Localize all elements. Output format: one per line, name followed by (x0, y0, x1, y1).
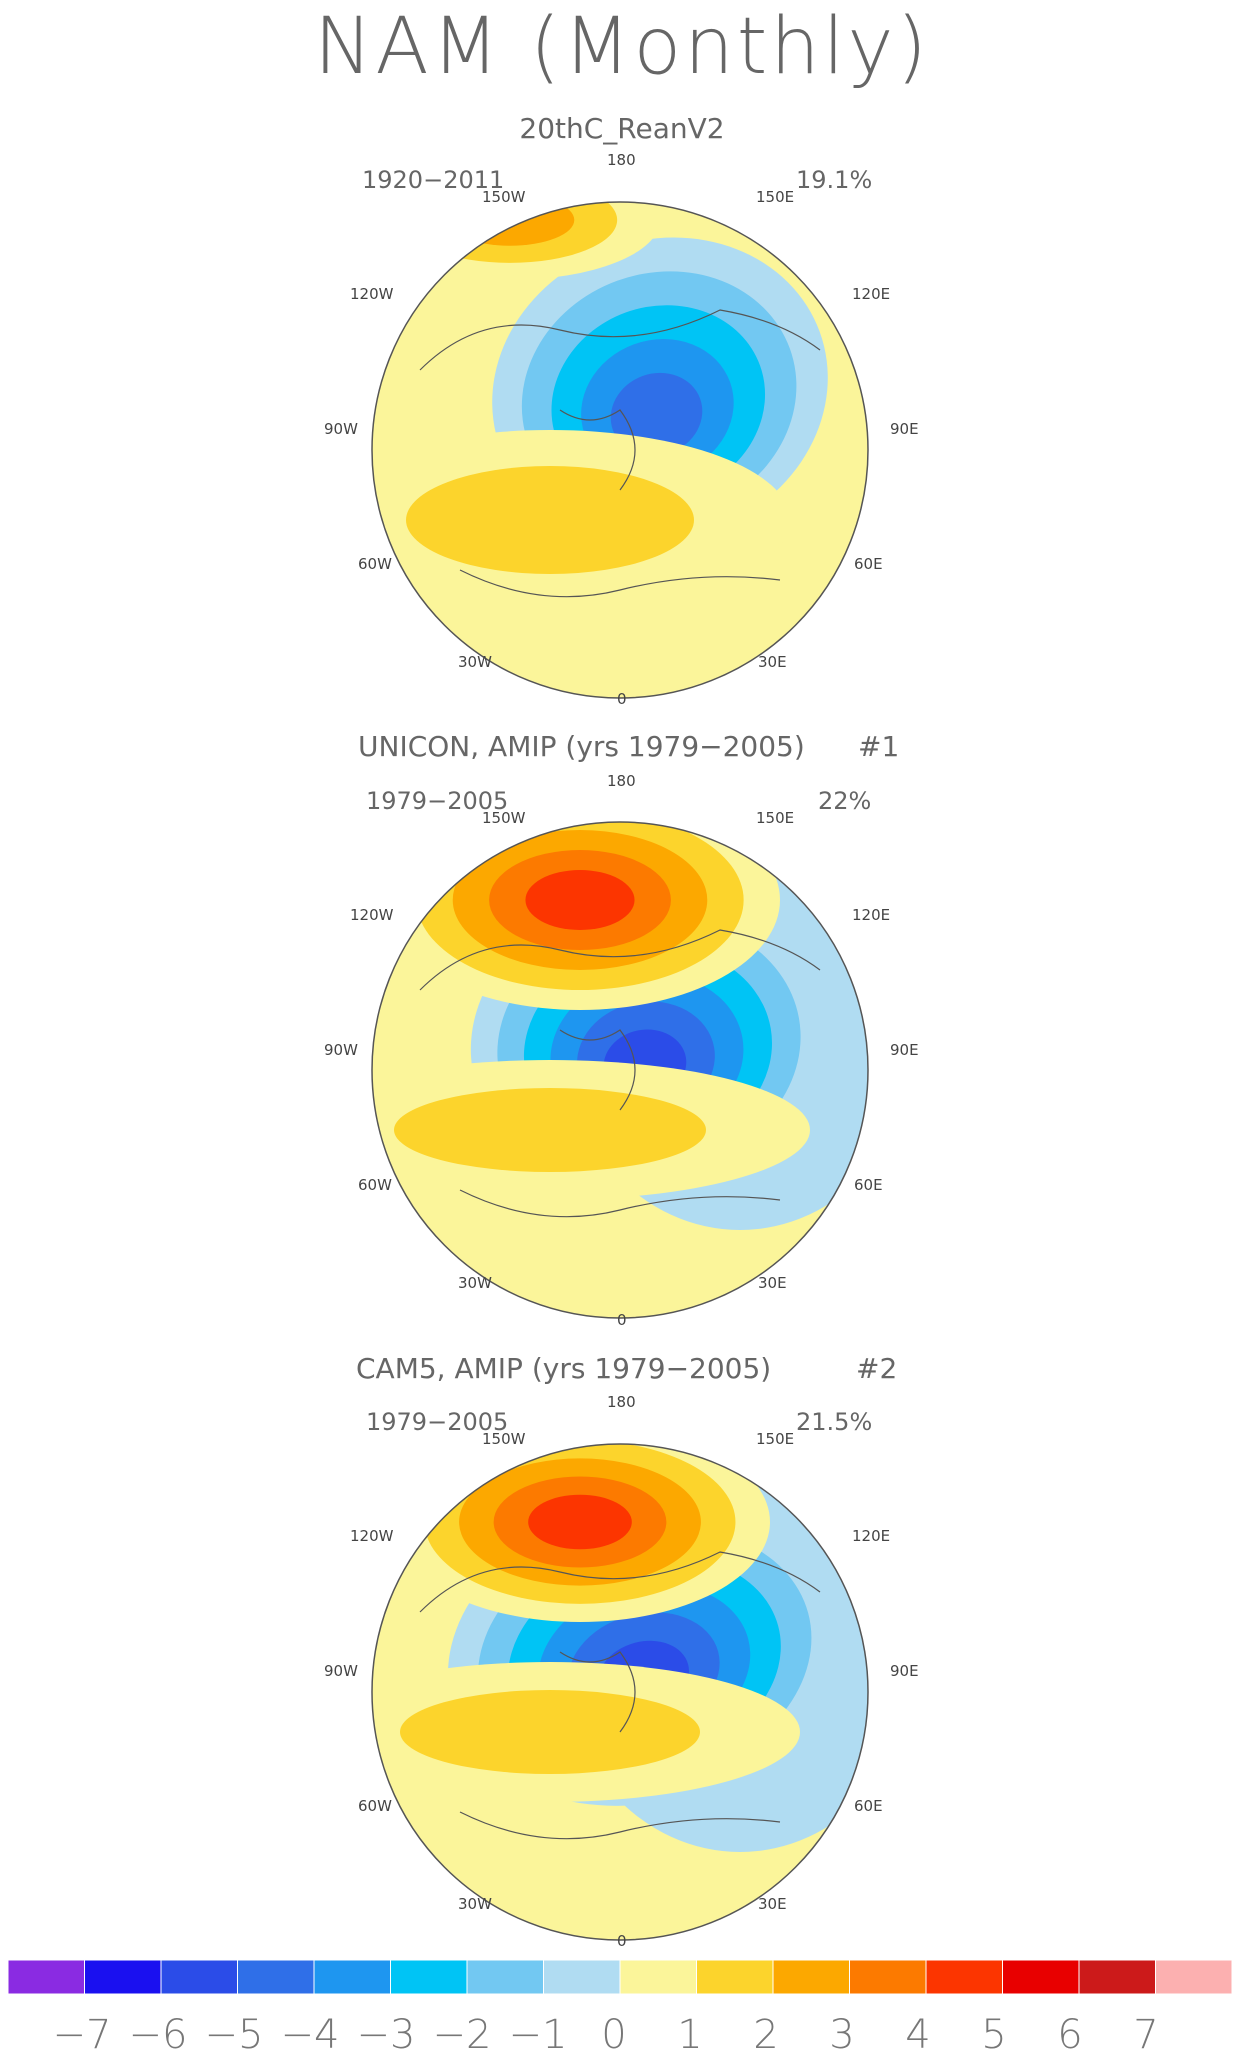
lon-label: 30E (758, 653, 787, 671)
contour-negative (610, 372, 703, 457)
colorbar-swatch (1155, 1959, 1233, 1995)
lon-label: 150E (756, 1430, 795, 1448)
colorbar-label: −5 (204, 2012, 264, 2058)
panel-title-3: CAM5, AMIP (yrs 1979−2005) (356, 1352, 772, 1385)
lon-label: 120E (852, 906, 891, 924)
colorbar-swatch (7, 1959, 85, 1995)
map-border (371, 821, 869, 1319)
colorbar-label: 4 (905, 2012, 931, 2058)
panel-title-1: 20thC_ReanV2 (519, 112, 725, 145)
lon-label: 150E (756, 188, 795, 206)
lon-label: 90E (890, 1662, 919, 1680)
lon-label: 60W (358, 1176, 392, 1194)
map-border (371, 1443, 869, 1941)
contour-positive (525, 870, 635, 930)
lon-label: 150W (482, 188, 526, 206)
lon-label: 60E (854, 555, 883, 573)
lon-label: 180 (607, 772, 636, 790)
lon-label: 120W (350, 906, 394, 924)
colorbar-swatch (772, 1959, 850, 1995)
lon-label: 180 (607, 151, 636, 169)
colorbar-label: 7 (1133, 2012, 1159, 2058)
lon-label: 30E (758, 1895, 787, 1913)
colorbar-swatch (84, 1959, 162, 1995)
colorbar-swatch (849, 1959, 927, 1995)
map-panel-2 (372, 822, 868, 1318)
lon-label: 90E (890, 420, 919, 438)
main-title: NAM (Monthly) (314, 2, 930, 92)
contour-positive (406, 466, 694, 574)
panel-tag-3: #2 (856, 1352, 898, 1385)
lon-label: 60W (358, 555, 392, 573)
lon-label: 120W (350, 1527, 394, 1545)
colorbar-label: 5 (981, 2012, 1007, 2058)
percent-label-3: 21.5% (796, 1408, 873, 1436)
lon-label: 60E (854, 1797, 883, 1815)
colorbar-label: −6 (128, 2012, 188, 2058)
lon-label: 120E (852, 285, 891, 303)
colorbar-swatch (1078, 1959, 1156, 1995)
coastline (419, 309, 821, 598)
lon-label: 120E (852, 1527, 891, 1545)
colorbar-label: −1 (508, 2012, 568, 2058)
colorbar-label: −3 (356, 2012, 416, 2058)
colorbar-swatch (696, 1959, 774, 1995)
lon-label: 90W (324, 420, 358, 438)
contour-positive (394, 1088, 706, 1172)
colorbar-swatch (619, 1959, 697, 1995)
colorbar-swatch (543, 1959, 621, 1995)
lon-label: 90W (324, 1041, 358, 1059)
coastline (419, 1551, 821, 1840)
lon-label: 60W (358, 1797, 392, 1815)
colorbar-swatch (925, 1959, 1003, 1995)
colorbar-label: 3 (829, 2012, 855, 2058)
lon-label: 30W (458, 1274, 492, 1292)
colorbar-swatch (313, 1959, 391, 1995)
period-label-3: 1979−2005 (366, 1408, 509, 1436)
colorbar-label: 1 (677, 2012, 703, 2058)
colorbar-swatch (1002, 1959, 1080, 1995)
lon-label: 150E (756, 809, 795, 827)
lon-label: 150W (482, 1430, 526, 1448)
lon-label: 30W (458, 1895, 492, 1913)
lon-label: 120W (350, 285, 394, 303)
percent-label-1: 19.1% (796, 166, 873, 194)
panel-title-2: UNICON, AMIP (yrs 1979−2005) (358, 730, 805, 763)
colorbar-label: −7 (52, 2012, 112, 2058)
map-panel-1 (372, 202, 868, 698)
lon-label: 90E (890, 1041, 919, 1059)
coastline (419, 929, 821, 1218)
lon-label: 30W (458, 653, 492, 671)
lon-label: 0 (617, 690, 627, 708)
lon-label: 60E (854, 1176, 883, 1194)
contour-positive (528, 1494, 632, 1550)
lon-label: 0 (617, 1311, 627, 1329)
percent-label-2: 22% (818, 787, 872, 815)
period-label-1: 1920−2011 (362, 166, 505, 194)
lon-label: 30E (758, 1274, 787, 1292)
colorbar-swatch (466, 1959, 544, 1995)
panel-tag-2: #1 (858, 730, 900, 763)
colorbar-label: 2 (753, 2012, 779, 2058)
lon-label: 90W (324, 1662, 358, 1680)
colorbar-swatch (160, 1959, 238, 1995)
period-label-2: 1979−2005 (366, 787, 509, 815)
colorbar-swatch (390, 1959, 468, 1995)
colorbar-swatch (237, 1959, 315, 1995)
lon-label: 180 (607, 1393, 636, 1411)
map-border (371, 201, 869, 699)
colorbar-label: 6 (1057, 2012, 1083, 2058)
map-panel-3 (372, 1444, 868, 1940)
contour-positive (400, 1690, 700, 1774)
colorbar-label: −4 (280, 2012, 340, 2058)
colorbar-label: 0 (601, 2012, 627, 2058)
colorbar-label: −2 (432, 2012, 492, 2058)
lon-label: 150W (482, 809, 526, 827)
lon-label: 0 (617, 1932, 627, 1950)
